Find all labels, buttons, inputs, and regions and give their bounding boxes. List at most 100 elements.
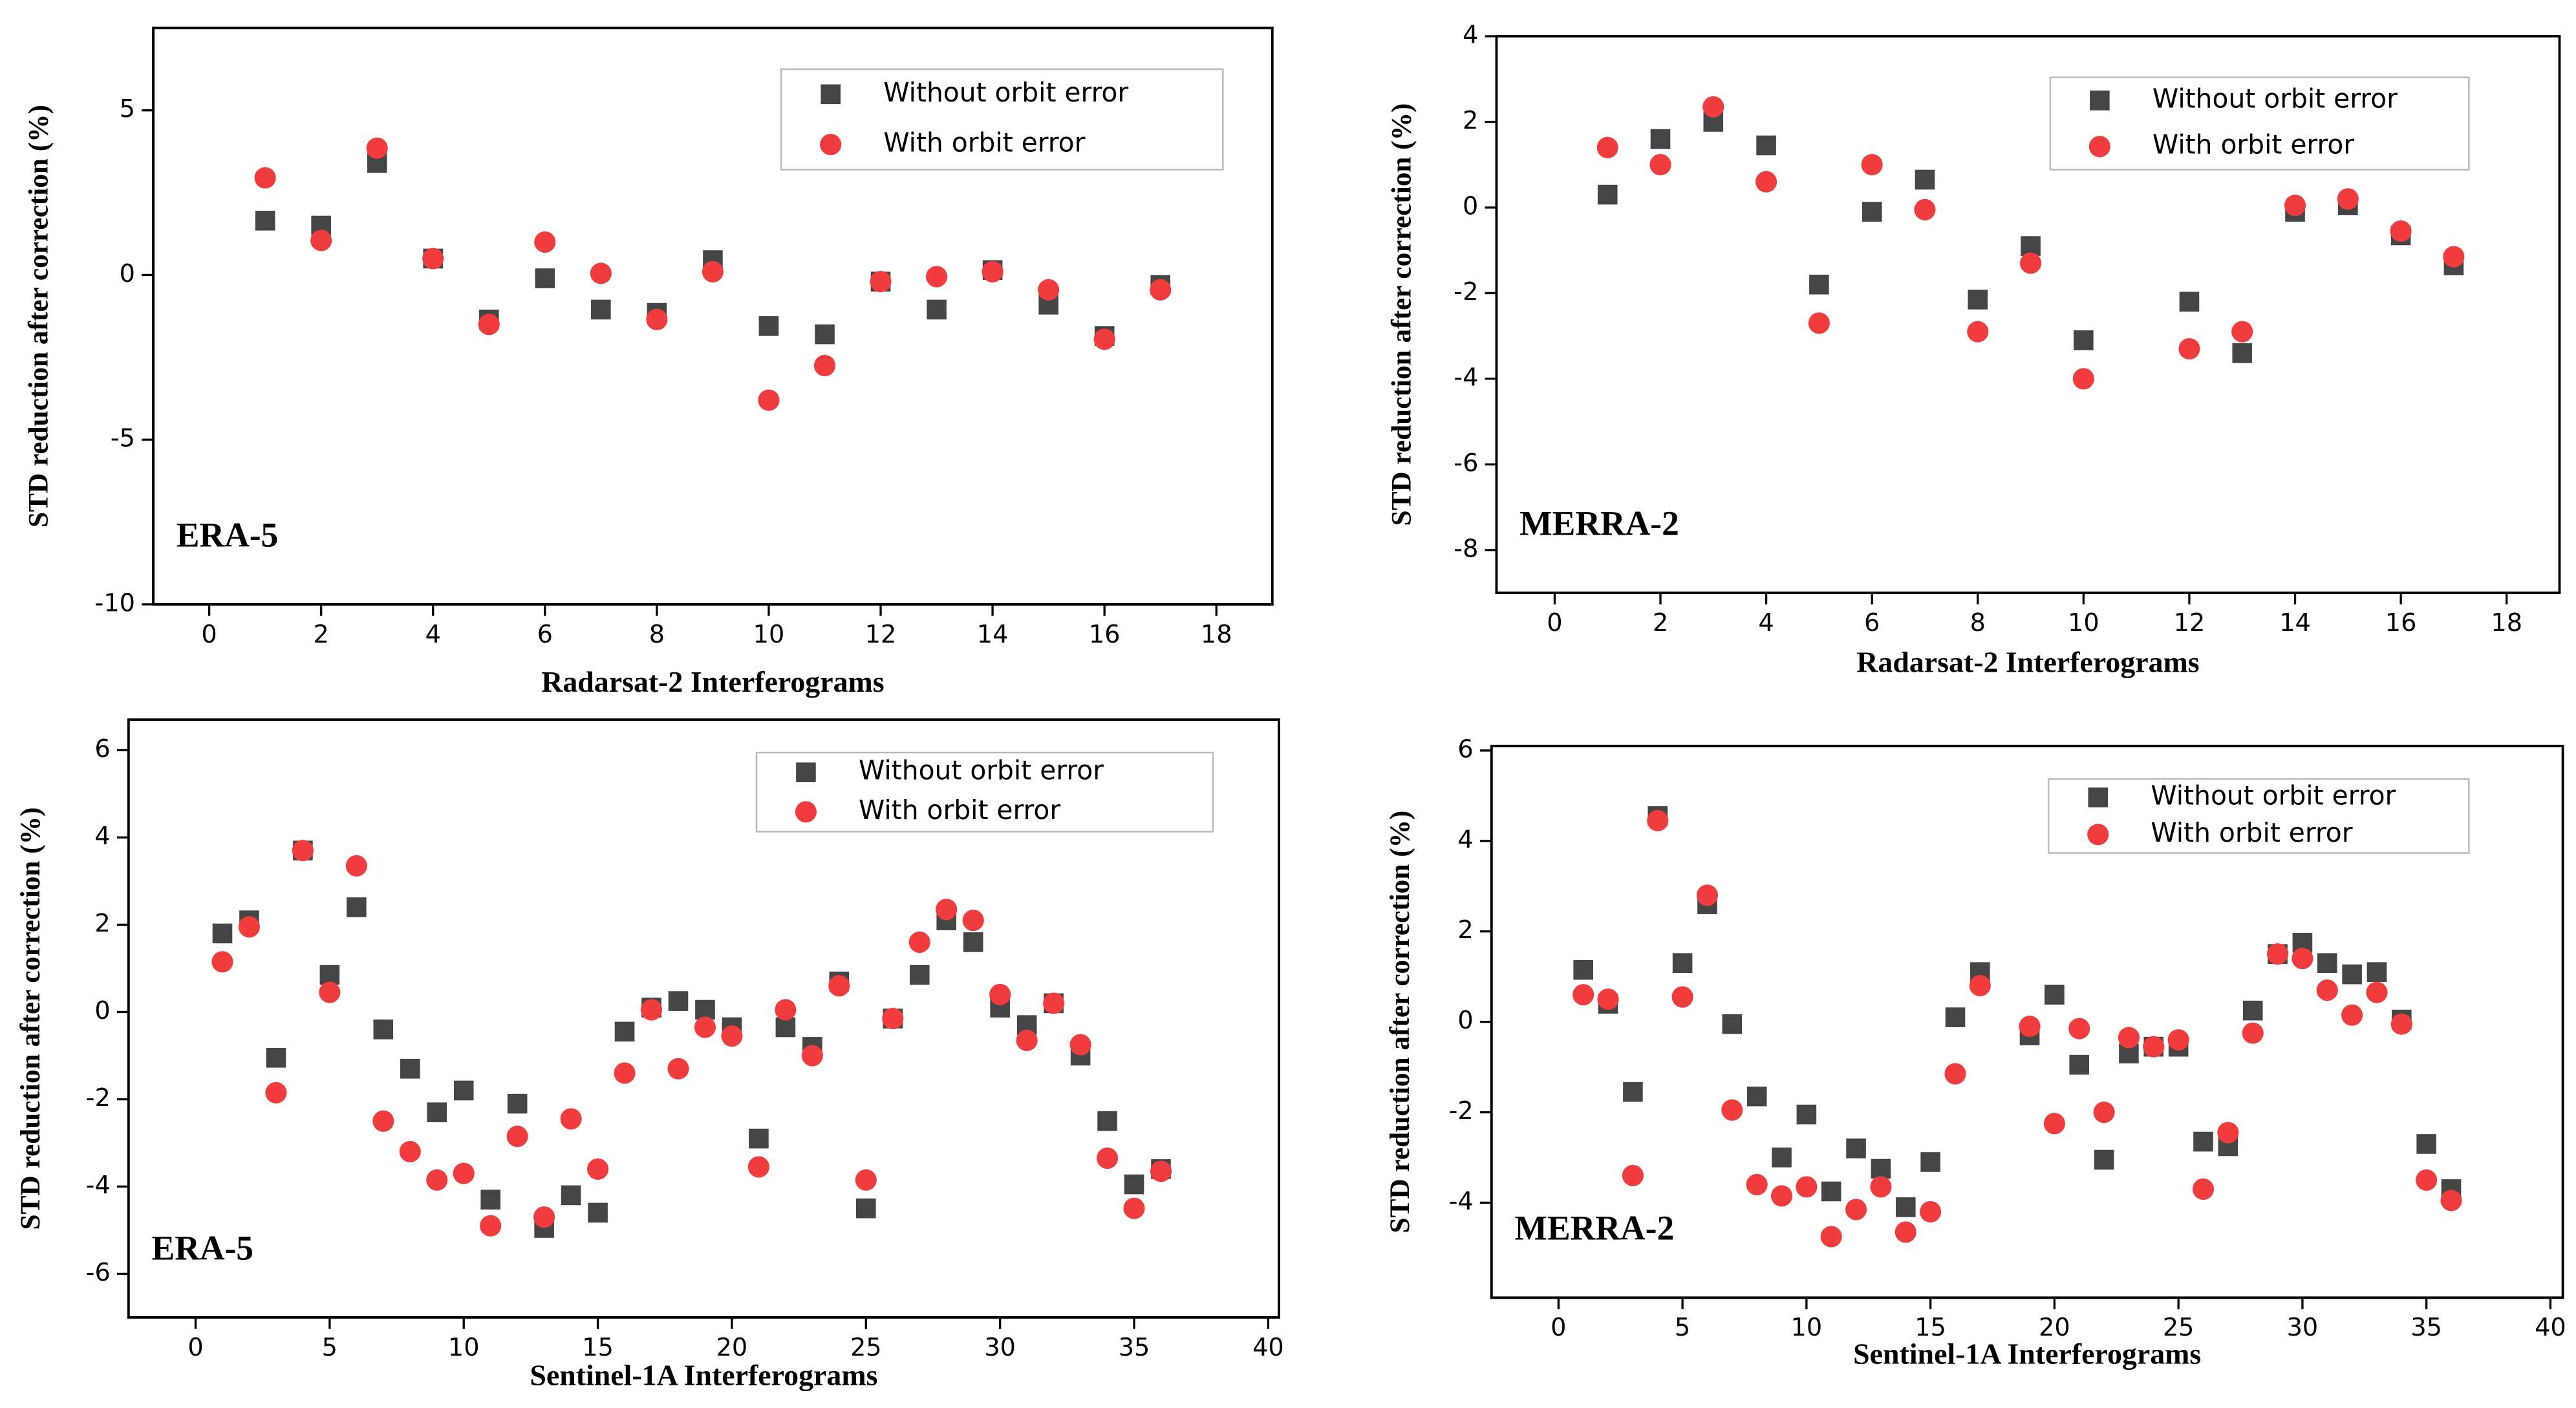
legend-marker (2088, 136, 2110, 158)
data-point (2416, 1134, 2436, 1154)
data-point (1796, 1104, 1817, 1125)
legend-marker (2088, 787, 2109, 807)
data-point (535, 268, 555, 288)
y-tick-label: -2 (1449, 1097, 1474, 1125)
y-tick-label: -4 (1449, 1188, 1474, 1216)
data-point (478, 314, 500, 336)
y-axis-label: STD reduction after correction (%) (23, 105, 54, 528)
data-point (2069, 1054, 2090, 1075)
data-point (310, 229, 332, 251)
data-point (1746, 1086, 1767, 1107)
data-point (1597, 988, 1619, 1010)
data-point (211, 951, 233, 973)
x-tick-label: 5 (1675, 1314, 1690, 1342)
x-tick-label: 4 (425, 621, 441, 649)
data-point (1096, 1147, 1119, 1169)
data-point (1746, 1173, 1768, 1196)
x-tick-label: 15 (1915, 1314, 1946, 1342)
data-point (2167, 1029, 2189, 1051)
data-point (1861, 154, 1883, 176)
data-point (2242, 1022, 2264, 1044)
data-point (534, 231, 556, 253)
x-tick-label: 0 (1551, 1314, 1566, 1342)
data-point (1721, 1099, 1743, 1121)
data-point (319, 981, 341, 1003)
data-point (1702, 96, 1724, 118)
data-point (702, 261, 724, 283)
data-point (2045, 985, 2065, 1005)
x-tick-label: 12 (2174, 609, 2206, 637)
data-point (962, 910, 984, 932)
y-tick-label: 0 (1463, 192, 1478, 220)
data-point (2179, 292, 2200, 312)
data-point (1820, 1226, 1842, 1248)
legend-marker (2090, 91, 2110, 111)
y-tick-label: -4 (86, 1171, 111, 1200)
data-point (347, 897, 367, 917)
x-tick-label: 40 (2535, 1314, 2566, 1342)
data-point (1069, 1034, 1091, 1056)
data-point (646, 308, 668, 330)
x-tick-label: 25 (2163, 1314, 2195, 1342)
x-tick-label: 35 (1119, 1334, 1150, 1362)
data-point (533, 1206, 555, 1228)
data-point (882, 1007, 904, 1030)
x-tick-label: 14 (2279, 609, 2311, 637)
data-point (1871, 1158, 1891, 1179)
data-point (1150, 279, 1172, 301)
data-point (453, 1080, 474, 1101)
data-point (2193, 1131, 2213, 1152)
plot-frame (152, 27, 1274, 606)
y-tick-label: 2 (1457, 916, 1473, 944)
data-point (319, 965, 340, 985)
data-point (587, 1158, 609, 1180)
data-point (1920, 1152, 1940, 1172)
data-point (1967, 321, 1989, 343)
legend-label: Without orbit error (859, 755, 1104, 786)
data-point (2342, 964, 2362, 985)
data-point (2242, 1000, 2263, 1021)
annotation: MERRA-2 (1519, 504, 1679, 542)
data-point (1756, 135, 1776, 156)
x-tick-label: 12 (865, 621, 897, 649)
y-tick-label: 6 (1457, 735, 1473, 763)
data-point (1722, 1014, 1743, 1034)
y-tick-label: 5 (120, 95, 135, 123)
data-point (1944, 1063, 1966, 1085)
x-tick-label: 0 (201, 621, 217, 649)
data-point (561, 1185, 581, 1206)
data-point (373, 1019, 394, 1040)
data-point (2390, 1013, 2412, 1035)
data-point (2284, 195, 2306, 217)
data-point (266, 1048, 286, 1068)
data-point (2231, 321, 2253, 343)
y-tick-label: 0 (1457, 1007, 1473, 1035)
x-tick-label: 6 (1864, 609, 1880, 637)
data-point (292, 840, 314, 862)
data-point (1821, 1181, 1841, 1202)
annotation: MERRA-2 (1514, 1209, 1674, 1248)
data-point (925, 266, 948, 288)
data-point (2416, 1169, 2438, 1191)
data-point (2390, 220, 2412, 242)
y-tick-label: 6 (94, 735, 110, 763)
y-tick-label: -6 (1454, 449, 1478, 478)
data-point (1796, 1176, 1818, 1198)
x-tick-label: 2 (1653, 609, 1668, 637)
annotation: ERA-5 (177, 515, 279, 554)
data-point (1672, 953, 1693, 973)
y-axis-label: STD reduction after correction (%) (15, 807, 46, 1230)
y-tick-label: 2 (94, 910, 110, 938)
data-point (2337, 188, 2359, 210)
data-point (2074, 330, 2094, 350)
data-point (480, 1189, 500, 1210)
x-tick-label: 30 (2287, 1314, 2319, 1342)
data-point (1572, 984, 1594, 1006)
data-point (775, 1017, 796, 1038)
y-tick-label: 4 (94, 822, 110, 851)
data-point (1038, 279, 1060, 301)
data-point (2068, 1018, 2090, 1040)
data-point (2292, 948, 2313, 970)
y-tick-label: -6 (86, 1259, 111, 1287)
data-point (982, 261, 1004, 283)
